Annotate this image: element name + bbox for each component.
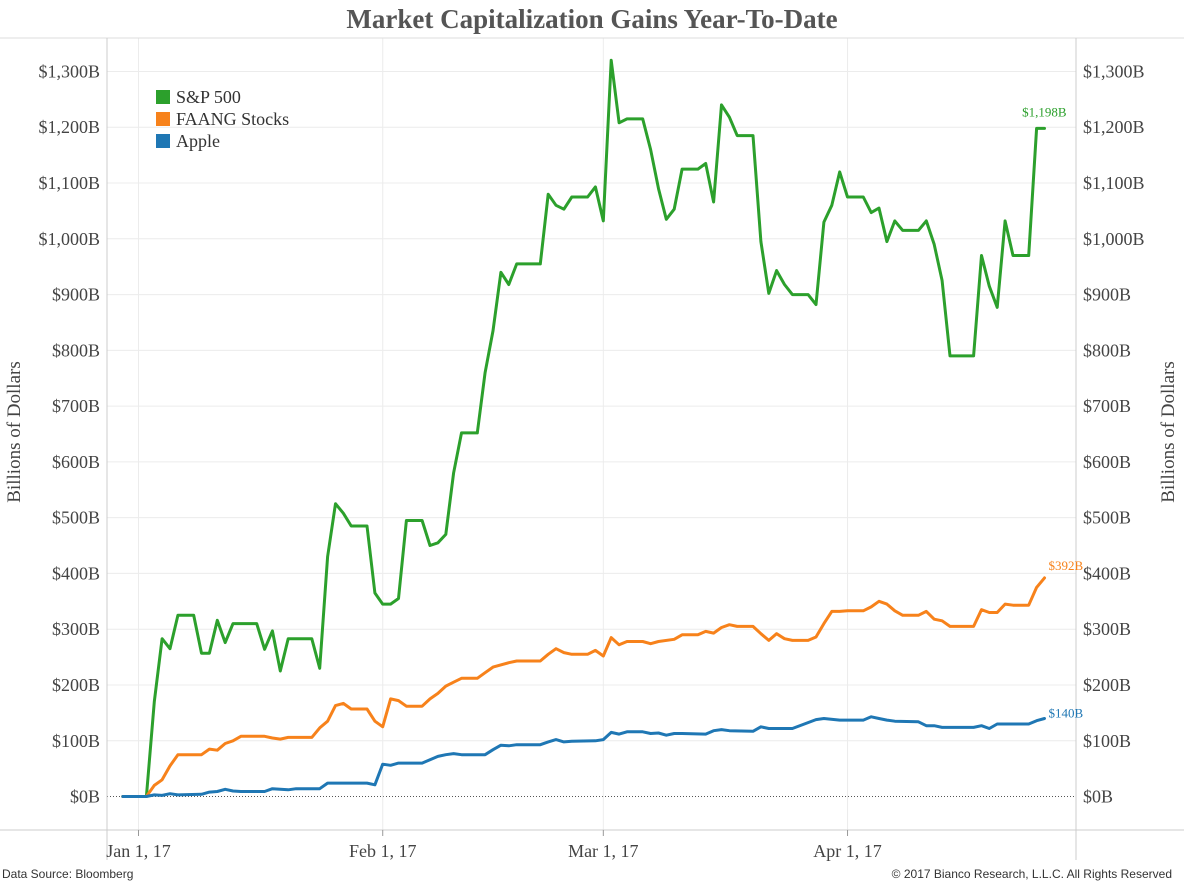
y-tick-label-right: $0B <box>1083 787 1113 807</box>
y-tick-label-left: $1,200B <box>38 117 100 137</box>
end-value-label-faang-stocks: $392B <box>1048 558 1083 573</box>
y-tick-label-left: $1,000B <box>38 229 100 249</box>
y-tick-label-right: $1,200B <box>1083 117 1145 137</box>
legend-label-faang-stocks: FAANG Stocks <box>176 109 289 129</box>
y-tick-label-left: $300B <box>52 619 100 639</box>
y-tick-label-left: $400B <box>52 563 100 583</box>
legend-label-s-p-500: S&P 500 <box>176 87 241 107</box>
y-tick-label-right: $400B <box>1083 563 1131 583</box>
y-tick-label-left: $700B <box>52 396 100 416</box>
y-axis-label-right: Billions of Dollars <box>1158 361 1179 502</box>
end-value-label-apple: $140B <box>1048 705 1083 720</box>
y-tick-label-right: $200B <box>1083 675 1131 695</box>
y-tick-label-left: $800B <box>52 340 100 360</box>
x-tick-label: Mar 1, 17 <box>568 841 639 861</box>
x-tick-label: Jan 1, 17 <box>106 841 171 861</box>
y-tick-label-left: $600B <box>52 452 100 472</box>
legend-swatch-apple <box>156 134 170 148</box>
legend-label-apple: Apple <box>176 131 220 151</box>
series-line-faang-stocks <box>121 576 1046 798</box>
series-line-apple <box>121 715 1046 798</box>
y-tick-label-right: $300B <box>1083 619 1131 639</box>
y-tick-label-left: $1,100B <box>38 173 100 193</box>
y-tick-label-left: $200B <box>52 675 100 695</box>
y-tick-label-left: $0B <box>70 787 100 807</box>
y-tick-label-right: $500B <box>1083 508 1131 528</box>
series-lines <box>121 58 1046 798</box>
y-tick-label-left: $1,300B <box>38 61 100 81</box>
data-source-note: Data Source: Bloomberg <box>2 867 134 881</box>
y-tick-label-left: $900B <box>52 285 100 305</box>
y-tick-label-left: $100B <box>52 731 100 751</box>
x-tick-label: Feb 1, 17 <box>349 841 417 861</box>
legend-swatch-s-p-500 <box>156 90 170 104</box>
legend-swatch-faang-stocks <box>156 112 170 126</box>
end-labels: $1,198B $392B $140B <box>1022 104 1083 720</box>
chart-title: Market Capitalization Gains Year-To-Date <box>346 4 838 34</box>
copyright-note: © 2017 Bianco Research, L.L.C. All Right… <box>891 867 1172 881</box>
axes: $0B $0B $100B $100B $200B $200B $300B $300B $400… <box>0 37 1184 861</box>
y-tick-label-right: $100B <box>1083 731 1131 751</box>
y-tick-label-right: $1,300B <box>1083 61 1145 81</box>
y-tick-label-right: $600B <box>1083 452 1131 472</box>
y-axis-label-left: Billions of Dollars <box>4 361 25 502</box>
gridlines <box>107 38 1076 830</box>
y-tick-label-right: $700B <box>1083 396 1131 416</box>
y-tick-label-right: $900B <box>1083 285 1131 305</box>
y-tick-label-right: $1,100B <box>1083 173 1145 193</box>
y-tick-label-right: $800B <box>1083 340 1131 360</box>
y-tick-label-left: $500B <box>52 508 100 528</box>
y-tick-label-right: $1,000B <box>1083 229 1145 249</box>
x-tick-label: Apr 1, 17 <box>813 841 882 861</box>
end-value-label-s-p-500: $1,198B <box>1022 104 1067 119</box>
series-line-s-p-500 <box>121 58 1046 798</box>
